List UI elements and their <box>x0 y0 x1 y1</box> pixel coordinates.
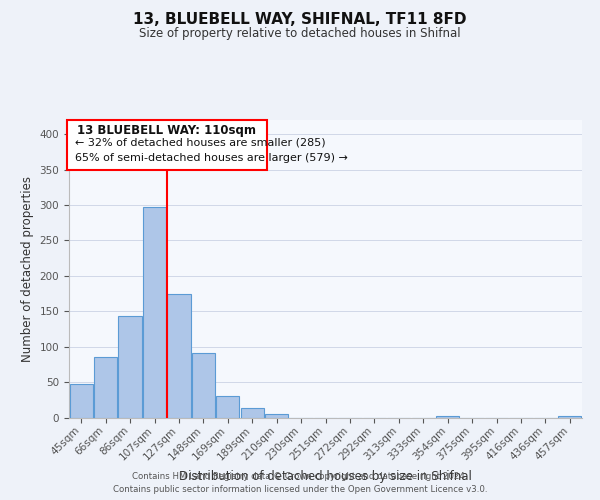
Text: Contains public sector information licensed under the Open Government Licence v3: Contains public sector information licen… <box>113 485 487 494</box>
Text: Contains HM Land Registry data © Crown copyright and database right 2024.: Contains HM Land Registry data © Crown c… <box>132 472 468 481</box>
Bar <box>558 416 581 418</box>
Y-axis label: Number of detached properties: Number of detached properties <box>21 176 34 362</box>
FancyBboxPatch shape <box>67 120 267 170</box>
Bar <box>192 353 215 418</box>
X-axis label: Distribution of detached houses by size in Shifnal: Distribution of detached houses by size … <box>179 470 472 484</box>
Text: 13, BLUEBELL WAY, SHIFNAL, TF11 8FD: 13, BLUEBELL WAY, SHIFNAL, TF11 8FD <box>133 12 467 28</box>
Bar <box>216 396 239 417</box>
Text: Size of property relative to detached houses in Shifnal: Size of property relative to detached ho… <box>139 28 461 40</box>
Text: 13 BLUEBELL WAY: 110sqm: 13 BLUEBELL WAY: 110sqm <box>77 124 256 138</box>
Bar <box>265 414 288 418</box>
Bar <box>241 408 264 418</box>
Text: 65% of semi-detached houses are larger (579) →: 65% of semi-detached houses are larger (… <box>74 152 347 162</box>
Bar <box>143 207 166 418</box>
Text: ← 32% of detached houses are smaller (285): ← 32% of detached houses are smaller (28… <box>74 138 325 148</box>
Bar <box>436 416 459 418</box>
Bar <box>167 294 191 418</box>
Bar <box>118 316 142 418</box>
Bar <box>94 358 117 418</box>
Bar <box>70 384 93 418</box>
